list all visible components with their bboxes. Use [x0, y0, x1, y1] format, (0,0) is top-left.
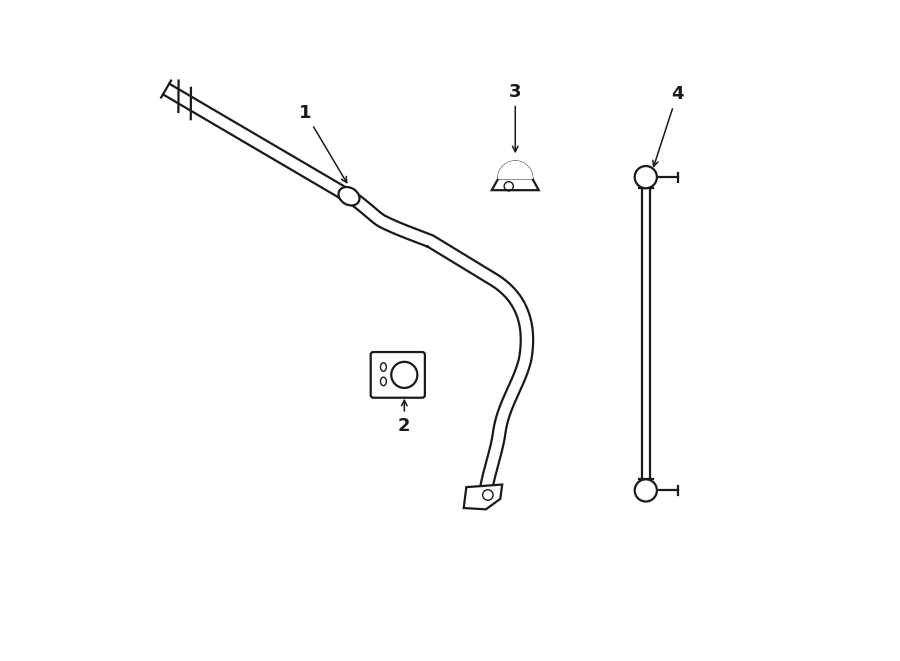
Text: 4: 4: [652, 85, 683, 167]
Text: 3: 3: [509, 83, 521, 152]
Polygon shape: [464, 485, 502, 510]
Text: 2: 2: [398, 401, 410, 435]
Circle shape: [392, 362, 418, 388]
Ellipse shape: [338, 187, 359, 206]
Text: 1: 1: [299, 104, 346, 182]
FancyBboxPatch shape: [371, 352, 425, 398]
Circle shape: [634, 479, 657, 502]
Polygon shape: [499, 161, 532, 178]
Polygon shape: [491, 178, 539, 190]
Circle shape: [634, 166, 657, 188]
